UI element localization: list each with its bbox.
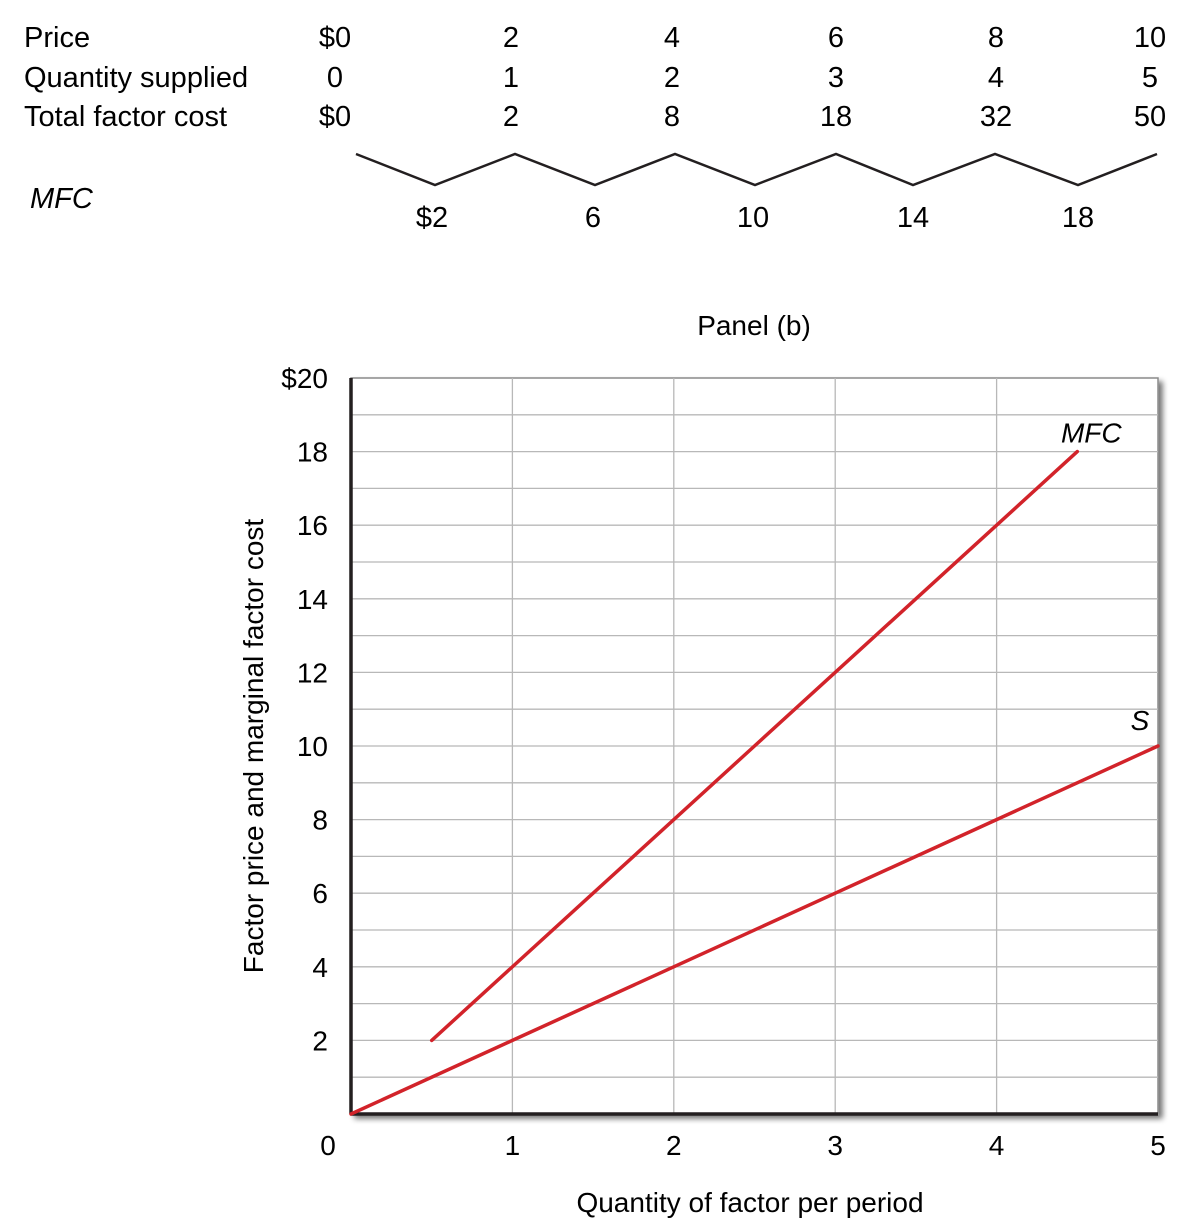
table-cell: 2 xyxy=(503,22,519,54)
table-cell: $0 xyxy=(319,22,351,54)
y-tick-label: 2 xyxy=(312,1025,328,1056)
panel-title: Panel (b) xyxy=(697,310,811,341)
x-tick-label: 3 xyxy=(827,1130,843,1161)
table-cell: 6 xyxy=(828,22,844,54)
table-cell: 5 xyxy=(1142,62,1158,94)
table-cell: 50 xyxy=(1134,101,1166,133)
mfc-bracket-line xyxy=(355,152,1158,187)
table-cell: $0 xyxy=(319,101,351,133)
table-cell: 32 xyxy=(980,101,1012,133)
y-tick-label: 12 xyxy=(297,657,328,688)
mfc-cell: 6 xyxy=(585,202,601,234)
table-row-label: Price xyxy=(24,22,90,54)
mfc-curve xyxy=(429,449,1080,1043)
y-tick-label: 10 xyxy=(297,731,328,762)
x-tick-label: 0 xyxy=(320,1130,336,1161)
table-cell: 1 xyxy=(503,62,519,94)
x-tick-label: 4 xyxy=(989,1130,1005,1161)
table-cell: 4 xyxy=(664,22,680,54)
mfc-row-label: MFC xyxy=(30,183,94,215)
s-curve xyxy=(349,744,1160,1116)
mfc-cell: 10 xyxy=(737,202,769,234)
table-row-label: Total factor cost xyxy=(24,101,227,133)
table-cell: 10 xyxy=(1134,22,1166,54)
y-tick-label: 14 xyxy=(297,584,328,615)
table-cell: 2 xyxy=(664,62,680,94)
series-label-mfc: MFC xyxy=(1061,418,1122,449)
table-cell: 18 xyxy=(820,101,852,133)
y-tick-label: 16 xyxy=(297,510,328,541)
table-row-label: Quantity supplied xyxy=(24,62,248,94)
x-tick-labels: 0 1 2 3 4 5 xyxy=(320,1130,1166,1161)
table-cell: 0 xyxy=(327,62,343,94)
factor-cost-table: Price $0 2 4 6 8 10 Quantity supplied 0 1 2 3 4 5 Tota… xyxy=(24,22,1166,234)
table-cell: 3 xyxy=(828,62,844,94)
y-tick-label: $20 xyxy=(281,363,328,394)
table-cell: 8 xyxy=(988,22,1004,54)
mfc-cell: 18 xyxy=(1062,202,1094,234)
y-tick-label: 6 xyxy=(312,878,328,909)
table-cell: 8 xyxy=(664,101,680,133)
table-cell: 2 xyxy=(503,101,519,133)
y-tick-label: 18 xyxy=(297,437,328,468)
mfc-cell: $2 xyxy=(416,202,448,234)
x-tick-label: 1 xyxy=(505,1130,521,1161)
x-tick-label: 2 xyxy=(666,1130,682,1161)
y-tick-label: 4 xyxy=(312,952,328,983)
table-cell: 4 xyxy=(988,62,1004,94)
y-tick-labels: 2 4 6 8 10 12 14 16 18 $20 xyxy=(281,363,328,1056)
y-tick-label: 8 xyxy=(312,805,328,836)
x-axis-title: Quantity of factor per period xyxy=(576,1187,923,1218)
series-lines: MFC S xyxy=(349,418,1160,1116)
y-axis-title: Factor price and marginal factor cost xyxy=(238,519,269,974)
x-tick-label: 5 xyxy=(1150,1130,1166,1161)
mfc-cell: 14 xyxy=(897,202,929,234)
series-label-s: S xyxy=(1131,705,1150,736)
